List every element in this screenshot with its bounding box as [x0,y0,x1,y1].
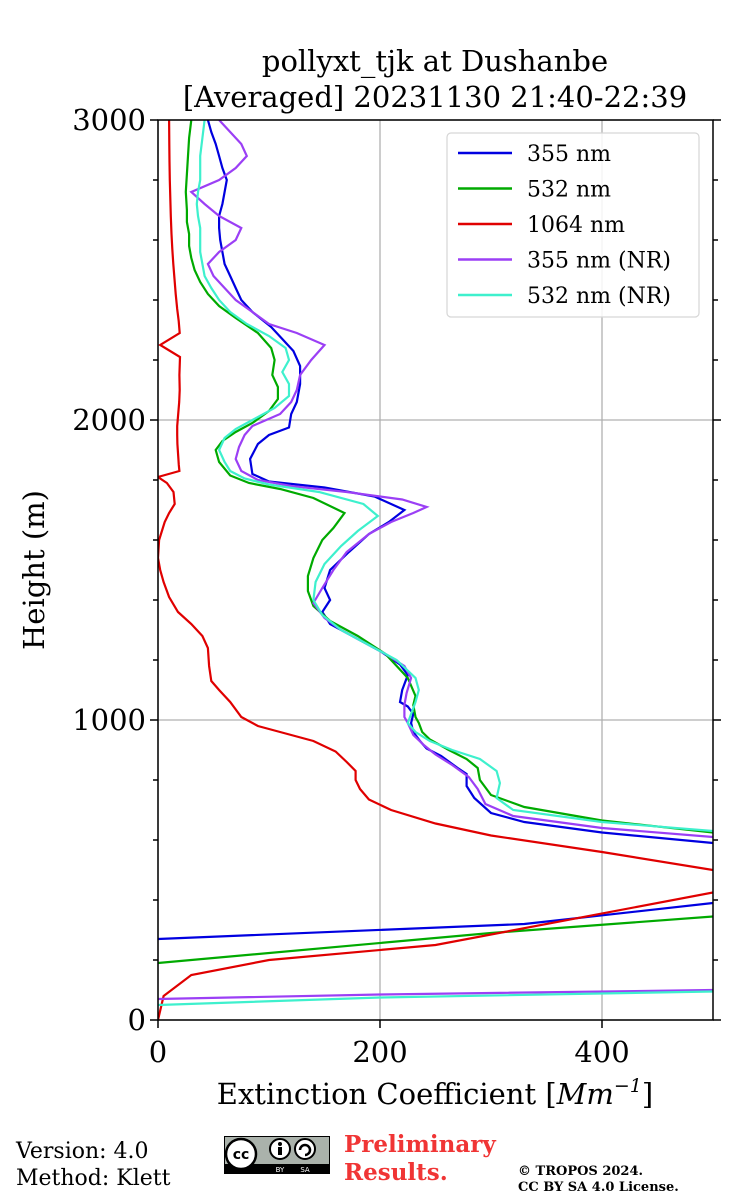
series-layer [158,120,713,1020]
series-line-2-lower [158,915,713,965]
y-axis-label: Height (m) [17,490,51,650]
series-5 [158,120,713,1007]
y-tick-label: 3000 [72,103,146,137]
extinction-profile-chart: 0 200 400 0 1000 2000 3000 355 nm 532 nm 1064 nm… [17,44,721,1111]
axis-ticks: 0 200 400 0 1000 2000 3000 [72,103,721,1069]
copyright-notice: © TROPOS 2024. CC BY SA 4.0 License. [518,1164,679,1195]
x-tick-label: 0 [149,1035,167,1069]
x-tick-label: 400 [574,1035,629,1069]
y-tick-label: 1000 [72,703,146,737]
plot-frame [157,119,714,1021]
series-line-5-lower [158,990,713,1007]
x-axis-label: Extinction Coefficient [Mm−1] [217,1075,653,1111]
sa-icon [298,1143,312,1157]
cc-by-sa-license-badge: cc BY SA [224,1136,330,1174]
legend-box [446,132,700,318]
legend-label: 532 nm [527,178,611,203]
method-text: Method: Klett [16,1166,171,1191]
legend-label: 532 nm (NR) [527,284,671,309]
preliminary-results-note: Preliminary Results. [344,1131,496,1186]
legend-label: 355 nm [527,142,611,167]
series-line-3-upper [158,120,713,872]
legend: 355 nm 532 nm 1064 nm 355 nm (NR) 532 nm (NR… [446,132,700,318]
cc-icon: cc [233,1147,250,1163]
by-person-icon [278,1142,282,1146]
series-2 [158,120,713,965]
chart-title-line-2: [Averaged] 20231130 21:40-22:39 [183,80,687,114]
series-line-1-lower [158,901,713,941]
series-line-2-upper [184,120,713,834]
svg-text:SA: SA [300,1166,310,1174]
chart-title-line-1: pollyxt_tjk at Dushanbe [262,44,608,79]
legend-label: 1064 nm [527,213,625,238]
y-tick-label: 2000 [72,403,146,437]
version-info: Version: 4.0 Method: Klett [16,1138,170,1192]
legend-label: 355 nm (NR) [527,249,671,274]
y-tick-label: 0 [128,1003,146,1037]
series-line-5-upper [195,120,713,833]
series-line-4-lower [158,988,713,1001]
version-text: Version: 4.0 [16,1139,149,1164]
x-tick-label: 200 [352,1035,407,1069]
svg-text:BY: BY [276,1166,285,1174]
